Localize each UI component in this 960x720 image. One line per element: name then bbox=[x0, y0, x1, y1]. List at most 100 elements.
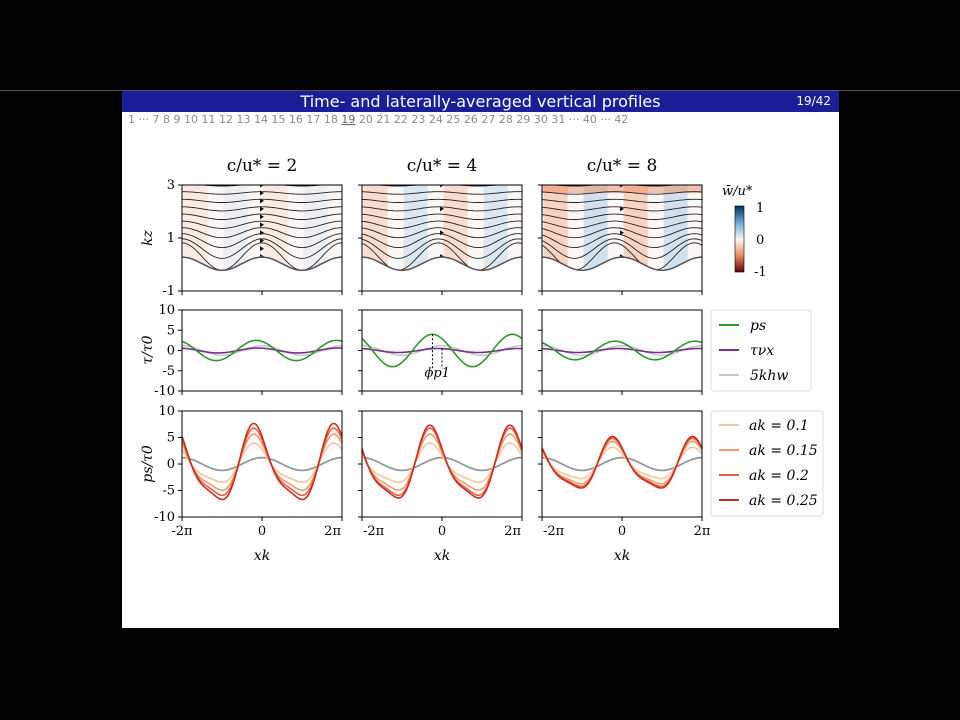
pressure-line-ak=0.2-2 bbox=[361, 427, 523, 497]
phase-annotation: ϕp1 bbox=[424, 366, 449, 381]
streamline-arrow-1-2 bbox=[260, 198, 264, 204]
slide-title: Time- and laterally-averaged vertical pr… bbox=[300, 92, 661, 111]
slide: Time- and laterally-averaged vertical pr… bbox=[122, 91, 839, 628]
xlabel-2: xk bbox=[434, 548, 450, 564]
heatmap-top-band-3 bbox=[542, 185, 702, 193]
xtick-label-c1-2: 2π bbox=[324, 524, 341, 539]
stress-line-p_s-3 bbox=[541, 340, 703, 361]
streamline-1-4 bbox=[182, 213, 342, 220]
ytick-label-r3-4: -10 bbox=[154, 510, 175, 525]
streamline-3-5 bbox=[542, 220, 702, 229]
streamline-3-4 bbox=[542, 213, 702, 220]
xtick-label-c1-1: 0 bbox=[258, 524, 266, 539]
streamline-2-8 bbox=[362, 238, 522, 259]
figure: c/u* = 2 c/u* = 4 c/u* = 8 31-11050-5-10… bbox=[140, 156, 824, 564]
streamline-1-2 bbox=[182, 198, 342, 203]
streamline-arrow-2-0 bbox=[440, 185, 444, 188]
streamline-1-3 bbox=[182, 206, 342, 212]
xlabel-3: xk bbox=[614, 548, 630, 564]
ytick-label-r1-2: -1 bbox=[162, 284, 175, 299]
streamline-3-1 bbox=[542, 191, 702, 195]
colorbar-tick-min: -1 bbox=[754, 265, 767, 280]
legend-khw-label: 5khw bbox=[750, 368, 788, 384]
nav-pages-before[interactable]: 1 ··· 7 8 9 10 11 12 13 14 15 16 17 18 bbox=[128, 113, 338, 126]
xtick-label-c2-1: 0 bbox=[438, 524, 446, 539]
ytick-label-r2-4: -10 bbox=[154, 384, 175, 399]
streamline-arrow-1-7 bbox=[260, 238, 264, 244]
stress-line-p_s-1 bbox=[181, 339, 343, 362]
streamline-2-7 bbox=[362, 233, 522, 249]
streamline-2-6 bbox=[362, 227, 522, 239]
xtick-label-c3-2: 2π bbox=[694, 524, 711, 539]
ytick-label-r1-1: 1 bbox=[167, 231, 175, 246]
page-number: 19/42 bbox=[796, 94, 831, 108]
streamline-3-2 bbox=[542, 198, 702, 203]
ytick-label-r2-0: 10 bbox=[158, 303, 175, 318]
ytick-label-r3-1: 5 bbox=[167, 431, 175, 446]
pressure-line-ak=0.25-2 bbox=[361, 424, 523, 499]
title-bar: Time- and laterally-averaged vertical pr… bbox=[122, 91, 839, 112]
nav-current-page[interactable]: 19 bbox=[341, 113, 356, 126]
pressure-reference-2 bbox=[361, 456, 523, 472]
streamline-2-2 bbox=[362, 198, 522, 203]
streamline-arrow-3-0 bbox=[620, 185, 624, 188]
below-surface-3 bbox=[542, 257, 702, 291]
pressure-line-ak=0.25-1 bbox=[181, 422, 343, 501]
pressure-line-ak=0.15-1 bbox=[181, 433, 343, 491]
stress-line-p_s-2 bbox=[361, 333, 523, 368]
streamline-3-3 bbox=[542, 206, 702, 212]
column-title-2: c/u* = 4 bbox=[407, 156, 478, 176]
pressure-line-ak=0.15-2 bbox=[361, 433, 523, 491]
stress-line-5kh_w-2 bbox=[361, 344, 523, 357]
streamline-3-0 bbox=[548, 185, 681, 187]
streamline-2-5 bbox=[362, 220, 522, 229]
row3-ylabel: ps/τ0 bbox=[140, 445, 156, 483]
legend-pressure: ak = 0.1 ak = 0.15 ak = 0.2 ak = 0.25 bbox=[710, 410, 824, 517]
streamline-arrow-2-3 bbox=[440, 206, 444, 212]
xtick-label-c3-0: -2π bbox=[543, 524, 565, 539]
streamline-2-1 bbox=[362, 191, 522, 195]
streamline-arrow-1-1 bbox=[260, 190, 264, 196]
streamline-1-6 bbox=[182, 227, 342, 239]
xtick-label-c2-0: -2π bbox=[363, 524, 385, 539]
pressure-line-ak=0.1-1 bbox=[181, 442, 343, 484]
screen-top-line bbox=[0, 90, 960, 91]
streamline-2-4 bbox=[362, 213, 522, 220]
streamline-panel-1 bbox=[182, 185, 342, 291]
ytick-label-r2-2: 0 bbox=[167, 344, 175, 359]
pressure-panel-2-frame bbox=[361, 410, 523, 518]
streamline-1-8 bbox=[182, 238, 342, 259]
streamline-3-6 bbox=[542, 227, 702, 239]
column-title-3: c/u* = 8 bbox=[587, 156, 658, 176]
xtick-label-c3-1: 0 bbox=[618, 524, 626, 539]
xlabel-1: xk bbox=[254, 548, 270, 564]
legend-ak1-label: ak = 0.1 bbox=[749, 418, 809, 434]
streamline-1-9 bbox=[182, 242, 342, 271]
streamline-arrow-3-6 bbox=[620, 230, 624, 236]
xtick-label-c2-2: 2π bbox=[504, 524, 521, 539]
streamline-3-8 bbox=[542, 238, 702, 259]
ytick-label-r2-3: -5 bbox=[162, 364, 175, 379]
xtick-label-c1-0: -2π bbox=[171, 524, 193, 539]
pressure-line-ak=0.25-3 bbox=[541, 435, 703, 489]
streamline-panel-2 bbox=[362, 185, 522, 291]
legend-ak4-label: ak = 0.25 bbox=[749, 493, 818, 509]
row1-ylabel: kz bbox=[140, 229, 156, 245]
legend-ak2-label: ak = 0.15 bbox=[749, 443, 818, 459]
ytick-label-r3-3: -5 bbox=[162, 484, 175, 499]
streamline-arrow-1-0 bbox=[260, 185, 264, 188]
streamline-2-3 bbox=[362, 206, 522, 212]
column-title-1: c/u* = 2 bbox=[227, 156, 298, 176]
ytick-label-r3-2: 0 bbox=[167, 457, 175, 472]
below-surface-1 bbox=[182, 257, 342, 291]
streamline-arrow-1-8 bbox=[260, 246, 264, 252]
streamline-arrow-1-4 bbox=[260, 214, 264, 220]
streamline-arrow-1-5 bbox=[260, 222, 264, 228]
streamline-3-7 bbox=[542, 233, 702, 249]
ytick-label-r1-0: 3 bbox=[167, 178, 175, 193]
colorbar-tick-zero: 0 bbox=[756, 233, 764, 248]
colorbar bbox=[734, 205, 745, 273]
streamline-arrow-1-3 bbox=[260, 206, 264, 212]
nav-pages-after[interactable]: 20 21 22 23 24 25 26 27 28 29 30 31 ··· … bbox=[358, 113, 629, 126]
